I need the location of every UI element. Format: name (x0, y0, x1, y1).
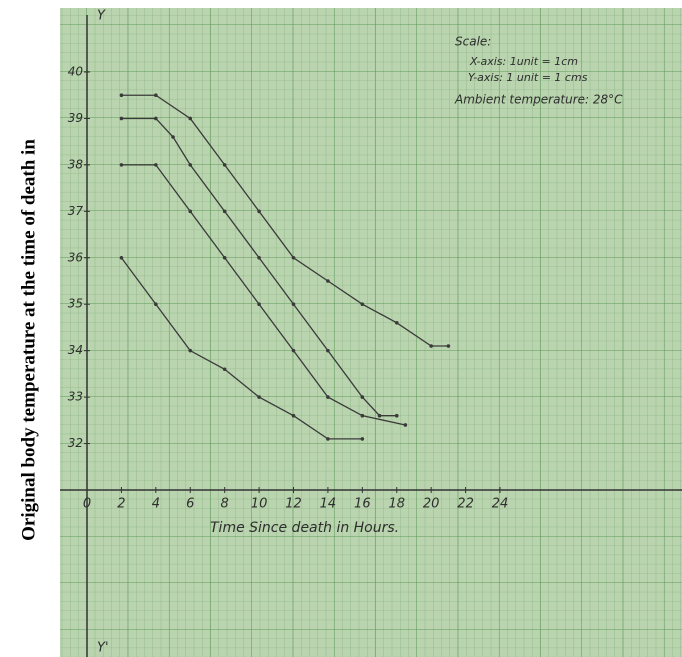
x-tick-label: 22 (457, 497, 474, 512)
data-point (171, 135, 175, 139)
x-tick-label: 24 (492, 497, 509, 512)
data-point (120, 117, 124, 121)
chart: Y Y' Time Since death in Hours. Original… (0, 0, 682, 657)
x-tick-label: 10 (251, 497, 268, 512)
data-point (326, 437, 330, 441)
y-axis-neg-name: Y' (97, 641, 109, 656)
data-point (292, 302, 296, 306)
x-tick-label: 8 (221, 497, 229, 512)
x-tick-label: 20 (423, 497, 440, 512)
data-point (223, 256, 227, 260)
note: Scale: (455, 35, 491, 49)
data-point (404, 423, 408, 427)
data-point (154, 117, 158, 121)
y-axis-name: Y (97, 9, 106, 24)
data-point (292, 256, 296, 260)
data-point (429, 344, 433, 348)
y-tick-label: 32 (68, 436, 83, 450)
y-tick-label: 37 (68, 204, 84, 218)
data-point (188, 163, 192, 167)
y-tick-label: 34 (68, 343, 83, 357)
y-tick-label: 40 (68, 65, 84, 79)
data-point (154, 302, 158, 306)
y-tick-label: 39 (68, 111, 83, 125)
y-axis-title: Original body temperature at the time of… (18, 139, 39, 541)
x-tick-label: 16 (354, 497, 371, 512)
x-tick-label: 2 (117, 497, 125, 512)
data-point (326, 279, 330, 283)
data-point (154, 93, 158, 97)
x-tick-label: 6 (186, 497, 194, 512)
data-point (326, 395, 330, 399)
note: Ambient temperature: 28°C (454, 93, 623, 107)
data-point (154, 163, 158, 167)
x-tick-label: 0 (83, 497, 91, 512)
data-point (120, 256, 124, 260)
x-tick-label: 14 (320, 497, 337, 512)
data-point (120, 93, 124, 97)
data-point (223, 210, 227, 214)
data-point (395, 321, 399, 325)
data-point (361, 395, 365, 399)
data-point (188, 210, 192, 214)
data-point (257, 302, 261, 306)
data-point (257, 210, 261, 214)
data-point (257, 395, 261, 399)
data-point (326, 349, 330, 353)
x-tick-label: 4 (152, 497, 160, 512)
data-point (223, 367, 227, 371)
note: Y-axis: 1 unit = 1 cms (468, 71, 588, 84)
x-axis-title: Time Since death in Hours. (210, 520, 399, 536)
y-tick-label: 35 (68, 297, 83, 311)
data-point (361, 302, 365, 306)
x-tick-label: 12 (285, 497, 302, 512)
note: X-axis: 1unit = 1cm (469, 55, 578, 68)
y-tick-label: 36 (68, 250, 84, 264)
data-point (292, 349, 296, 353)
data-point (395, 414, 399, 418)
data-point (447, 344, 451, 348)
data-point (188, 117, 192, 121)
data-point (361, 437, 365, 441)
data-point (188, 349, 192, 353)
y-tick-label: 33 (68, 390, 83, 404)
data-point (223, 163, 227, 167)
data-point (292, 414, 296, 418)
page: {"chart_data": { "type": "line", "y_labe… (0, 0, 682, 657)
y-tick-label: 38 (68, 157, 84, 171)
data-point (120, 163, 124, 167)
data-point (378, 414, 382, 418)
x-tick-label: 18 (388, 497, 405, 512)
data-point (361, 414, 365, 418)
data-point (257, 256, 261, 260)
